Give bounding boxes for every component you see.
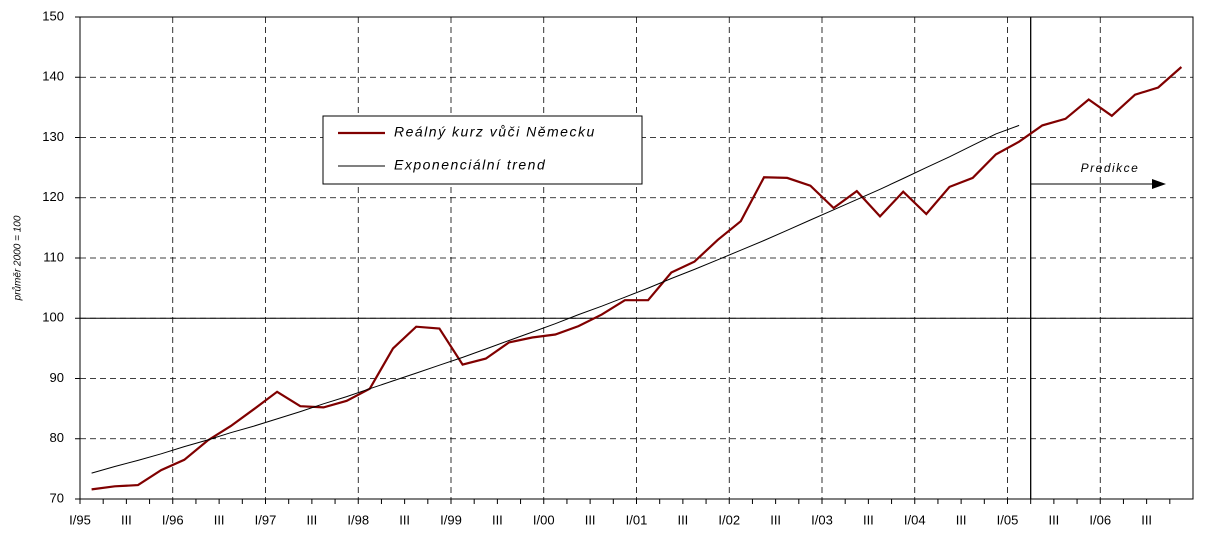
- legend-label: Exponenciální trend: [394, 157, 546, 173]
- x-tick-label: III: [1048, 512, 1059, 527]
- y-tick-label: 90: [50, 370, 64, 385]
- y-tick-label: 150: [42, 8, 64, 23]
- annotation: Predikce: [1081, 161, 1140, 175]
- y-tick-label: 140: [42, 69, 64, 84]
- legend-label: Reálný kurz vůči Německu: [394, 124, 596, 140]
- x-tick-label: I/96: [162, 512, 184, 527]
- plot-border: [79, 16, 1194, 500]
- x-tick-label: I/95: [69, 512, 91, 527]
- y-tick-label: 80: [50, 430, 64, 445]
- x-tick-label: III: [306, 512, 317, 527]
- x-tick-label: III: [1141, 512, 1152, 527]
- y-tick-label: 70: [50, 490, 64, 505]
- x-tick-label: III: [585, 512, 596, 527]
- y-axis-label: průměr 2000 = 100: [12, 215, 24, 301]
- x-tick-label: III: [121, 512, 132, 527]
- x-tick-label: I/01: [626, 512, 648, 527]
- arrow-head: [1152, 179, 1166, 189]
- y-tick-label: 130: [42, 129, 64, 144]
- series-line: [91, 124, 1020, 474]
- x-tick-label: I/04: [904, 512, 926, 527]
- x-tick-label: I/06: [1089, 512, 1111, 527]
- x-tick-label: III: [863, 512, 874, 527]
- x-tick-label: III: [399, 512, 410, 527]
- y-tick-label: 110: [43, 249, 64, 264]
- x-tick-label: III: [492, 512, 503, 527]
- x-tick-label: I/00: [533, 512, 555, 527]
- y-tick-label: 100: [42, 310, 64, 325]
- x-tick-label: I/02: [718, 512, 740, 527]
- x-tick-label: I/97: [255, 512, 277, 527]
- x-tick-label: I/05: [997, 512, 1019, 527]
- y-tick-label: 120: [42, 189, 64, 204]
- x-tick-label: I/99: [440, 512, 462, 527]
- legend-box: [322, 115, 643, 185]
- x-tick-label: III: [677, 512, 688, 527]
- x-tick-label: III: [770, 512, 781, 527]
- x-tick-label: I/03: [811, 512, 833, 527]
- x-tick-label: I/98: [347, 512, 369, 527]
- x-tick-label: III: [214, 512, 225, 527]
- series-line: [91, 66, 1183, 491]
- x-tick-label: III: [956, 512, 967, 527]
